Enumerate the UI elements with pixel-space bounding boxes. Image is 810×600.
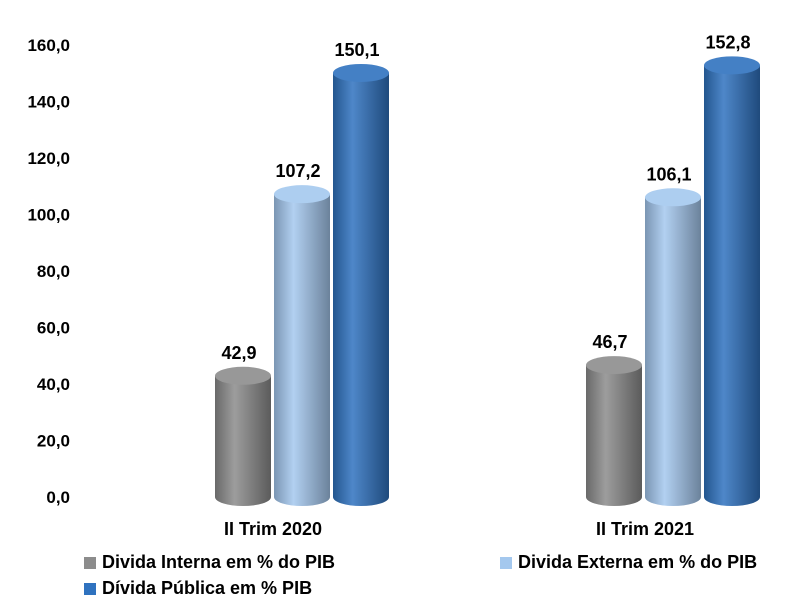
- bar-chart: 0,020,040,060,080,0100,0120,0140,0160,0 …: [27, 32, 760, 539]
- legend-label-divida-externa: Divida Externa em % do PIB: [518, 552, 758, 572]
- y-tick-label: 140,0: [27, 93, 70, 112]
- y-tick-label: 120,0: [27, 149, 70, 168]
- y-tick-label: 80,0: [37, 262, 70, 281]
- bar: [586, 356, 642, 506]
- data-label: 106,1: [646, 164, 691, 184]
- x-category-label: II Trim 2021: [596, 519, 694, 539]
- y-tick-label: 60,0: [37, 319, 70, 338]
- data-label: 42,9: [221, 343, 256, 363]
- legend-swatch-divida-interna: [84, 556, 96, 569]
- legend: Divida Interna em % do PIB Divida Extern…: [0, 548, 810, 600]
- x-category-label: II Trim 2020: [224, 519, 322, 539]
- y-axis: 0,0 20,0 40,0 60,0 80,0 100,0 120,0 140,0 160,0: [27, 36, 70, 507]
- data-label: 152,8: [705, 32, 750, 52]
- data-label: 46,7: [592, 332, 627, 352]
- y-tick-label: 40,0: [37, 375, 70, 394]
- bar: [274, 185, 330, 506]
- bar: [333, 63, 389, 506]
- legend-item-divida-interna: Divida Interna em % do PIB: [84, 552, 335, 573]
- data-label: 150,1: [334, 40, 379, 60]
- legend-label-divida-publica: Dívida Pública em % PIB: [102, 578, 313, 598]
- x-axis: II Trim 2020 II Trim 2021: [224, 519, 694, 539]
- data-label: 107,2: [275, 161, 320, 181]
- y-tick-label: 100,0: [27, 206, 70, 225]
- legend-swatch-divida-publica: [84, 582, 96, 595]
- bars-layer: 42,9 46,7 107,2 106,1 150,1 152,8: [215, 32, 760, 506]
- legend-label-divida-interna: Divida Interna em % do PIB: [102, 552, 336, 572]
- legend-item-divida-externa: Divida Externa em % do PIB: [500, 552, 757, 573]
- legend-swatch-divida-externa: [500, 556, 512, 569]
- y-tick-label: 20,0: [37, 432, 70, 451]
- bar: [215, 366, 271, 506]
- bar: [704, 56, 760, 506]
- legend-item-divida-publica: Dívida Pública em % PIB: [84, 578, 312, 599]
- bar: [645, 188, 701, 506]
- y-tick-label: 0,0: [46, 488, 70, 507]
- y-tick-label: 160,0: [27, 36, 70, 55]
